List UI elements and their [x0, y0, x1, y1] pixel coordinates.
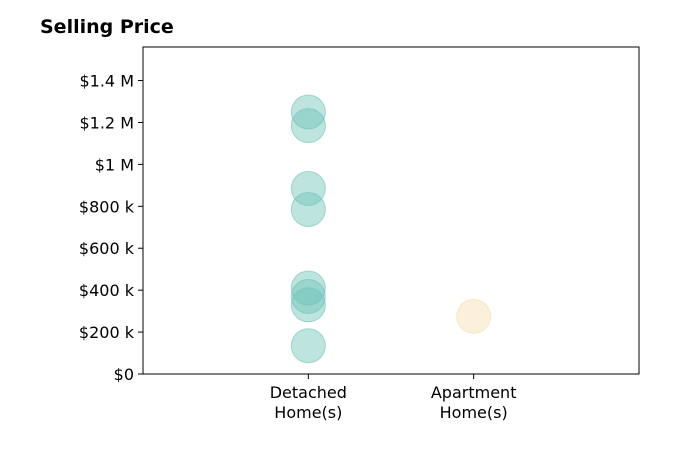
plot-frame	[142, 46, 640, 375]
x-tick-label: Apartment	[431, 383, 517, 402]
x-tick-label: Home(s)	[440, 403, 508, 422]
data-point	[290, 170, 326, 206]
data-point	[290, 191, 326, 227]
data-point	[290, 94, 326, 130]
y-tick-label: $1.4 M	[79, 72, 134, 91]
data-point	[290, 278, 326, 314]
y-tick-label: $0	[114, 365, 134, 384]
data-point	[290, 287, 326, 323]
chart-title: Selling Price	[40, 16, 174, 38]
x-tick-label: Home(s)	[274, 403, 342, 422]
y-axis: $0 $200 k $400 k $600 k $800 k $1 M $1.2 M $1.4…	[79, 72, 143, 384]
y-tick-label: $600 k	[79, 239, 135, 258]
y-tick-label: $200 k	[79, 323, 135, 342]
data-points	[290, 94, 492, 364]
data-point	[290, 108, 326, 144]
data-point	[456, 298, 492, 334]
y-tick-label: $400 k	[79, 281, 135, 300]
data-point	[290, 328, 326, 364]
x-tick-label: Detached	[270, 383, 347, 402]
y-tick-label: $1 M	[95, 155, 134, 174]
y-tick-label: $800 k	[79, 197, 135, 216]
y-tick-label: $1.2 M	[79, 113, 134, 132]
